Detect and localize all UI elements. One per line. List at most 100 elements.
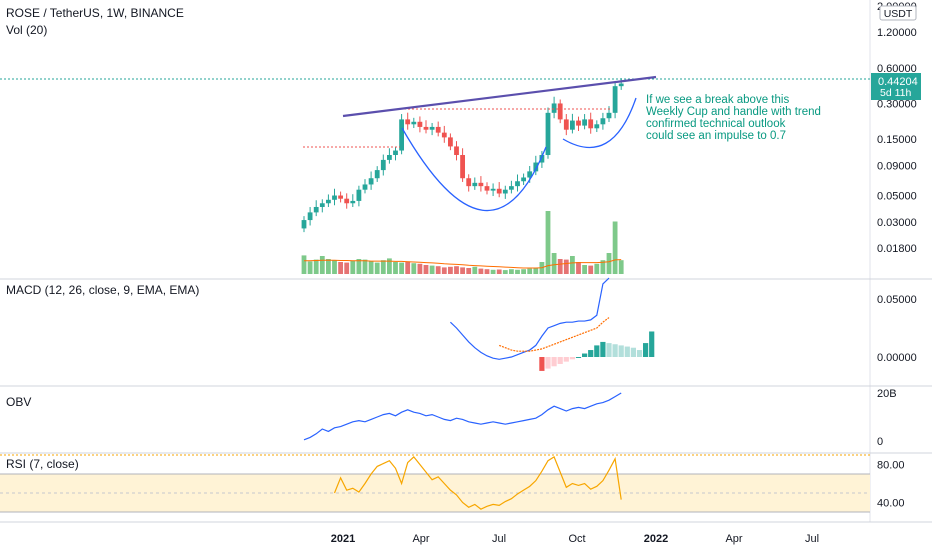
handle-curve[interactable] [562,97,637,149]
time-tick-label: Apr [725,533,742,545]
candle-body [319,203,325,207]
volume-bar [454,266,459,274]
macd-histogram-bar [582,353,588,357]
volume-bar [612,221,618,274]
last-price-badge [871,73,921,100]
volume-bar [429,265,435,274]
price-tick-label: 0.30000 [877,98,917,110]
volume-bar [362,259,368,274]
price-axis[interactable]: 1.20000 0.60000 0.30000 0.15000 0.09000 0.050… [877,1,917,255]
candle-body [466,178,472,187]
volume-bar [393,262,398,274]
macd-histogram-bar [606,343,612,357]
annotation-line[interactable]: could see an impulse to 0.7 [646,130,786,142]
candle-body [557,103,563,120]
candle-body [356,189,362,201]
volume-bar [374,262,380,274]
volume-bar [368,261,374,274]
candle-body [502,189,508,194]
annotation-line[interactable]: If we see a break above this [646,94,789,106]
rsi-line [333,456,622,510]
annotation-line[interactable]: confirmed technical outlook [646,118,786,130]
volume-bar [576,262,581,274]
candle-body [405,119,411,125]
macd-histogram-bar [557,357,563,364]
candle-body [338,195,343,199]
volume-bar [600,260,606,274]
candle-body [527,171,533,178]
volume-bar [484,269,490,274]
candle-body [515,181,520,187]
macd-histogram-bar [636,350,643,357]
rsi-tick-label: 80.00 [877,460,905,472]
candle-body [472,182,478,187]
volume-bar [326,259,331,274]
volume-bar [338,262,343,274]
candle-body [387,155,392,160]
macd-tick-label: 0.05000 [877,294,917,306]
macd-plot [449,277,655,371]
obv-plot [303,392,622,441]
volume-bar [563,259,569,274]
candle-body [380,159,386,171]
macd-line [449,277,610,360]
volume-bar [387,258,392,274]
obv-label[interactable]: OBV [6,395,31,409]
volume-bar [313,259,319,274]
candle-body [301,220,307,229]
volume-bar [448,266,453,274]
volume-bar [582,265,587,274]
macd-histogram-bar [569,357,575,360]
chart-title[interactable]: ROSE / TetherUS, 1W, BINANCE [6,6,184,20]
currency-badge[interactable] [879,5,917,21]
time-axis[interactable]: 2021 Apr Jul Oct 2022 Apr Jul [331,533,819,545]
candle-body [307,212,313,221]
annotation-line[interactable]: Weekly Cup and handle with trend [646,106,821,118]
macd-label[interactable]: MACD (12, 26, close, 9, EMA, EMA) [6,283,199,297]
price-tick-label: 0.01800 [877,243,917,255]
time-tick-label: 2021 [331,533,355,545]
candle-body [344,198,350,204]
volume-label[interactable]: Vol (20) [6,23,47,37]
indicator-axes[interactable]: 0.05000 0.00000 20B 0 80.00 40.00 [877,294,917,510]
candle-body [563,119,569,130]
volume-bar [356,259,362,274]
volume-bar [521,269,526,274]
obv-tick-label: 20B [877,388,897,400]
volume-bar [502,270,508,274]
candle-body [332,195,337,200]
price-tick-label: 0.09000 [877,160,917,172]
volume-bar [344,262,350,274]
volume-bar [557,259,563,274]
volume-bar [551,253,557,274]
macd-tick-label: 0.00000 [877,352,917,364]
candle-body [545,112,551,156]
obv-tick-label: 0 [877,436,883,448]
volume-bar [301,255,307,274]
macd-histogram-bar [545,357,551,369]
volume-bar [417,263,423,274]
candle-body [570,120,575,130]
macd-histogram-bar [612,344,618,357]
macd-histogram-bar [551,357,557,367]
candle-body [313,206,319,213]
candle-body [606,112,612,119]
candle-body [460,155,465,179]
volume-bar [509,269,514,274]
candle-body [478,182,484,187]
candle-body [441,132,447,138]
signal-line [498,317,610,352]
resistance-trendline[interactable] [342,75,657,118]
candle-body [368,178,374,185]
volume-bar [307,261,313,274]
volume-bar [472,266,478,274]
volume-bar [460,267,465,274]
rsi-label[interactable]: RSI (7, close) [6,457,79,471]
volume-bars [301,211,624,274]
candle-body [399,119,404,151]
candle-body [576,120,581,126]
candle-body [588,119,594,129]
cup-curve[interactable] [401,127,547,212]
time-tick-label: 2022 [644,533,668,545]
